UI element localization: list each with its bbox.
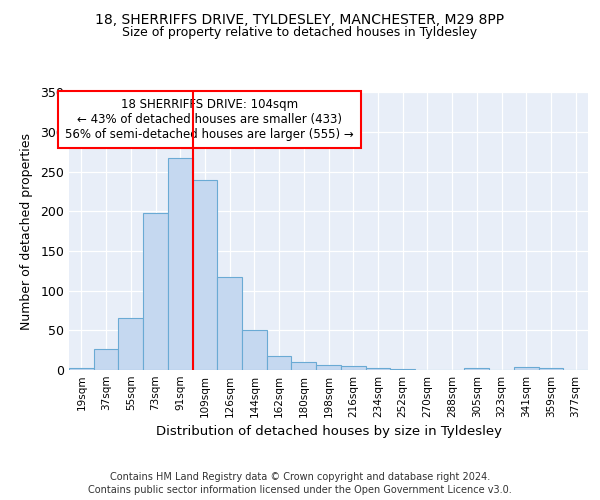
Bar bbox=[118, 318, 143, 370]
Text: 18 SHERRIFFS DRIVE: 104sqm
← 43% of detached houses are smaller (433)
56% of sem: 18 SHERRIFFS DRIVE: 104sqm ← 43% of deta… bbox=[65, 98, 353, 141]
Text: Contains HM Land Registry data © Crown copyright and database right 2024.: Contains HM Land Registry data © Crown c… bbox=[110, 472, 490, 482]
Text: 18, SHERRIFFS DRIVE, TYLDESLEY, MANCHESTER, M29 8PP: 18, SHERRIFFS DRIVE, TYLDESLEY, MANCHEST… bbox=[95, 12, 505, 26]
Bar bbox=[316, 365, 341, 370]
Bar bbox=[242, 330, 267, 370]
Bar bbox=[217, 277, 242, 370]
Bar bbox=[168, 158, 193, 370]
Bar bbox=[539, 368, 563, 370]
Bar bbox=[514, 367, 539, 370]
Text: Size of property relative to detached houses in Tyldesley: Size of property relative to detached ho… bbox=[122, 26, 478, 39]
Bar bbox=[143, 213, 168, 370]
Text: Contains public sector information licensed under the Open Government Licence v3: Contains public sector information licen… bbox=[88, 485, 512, 495]
Bar bbox=[365, 368, 390, 370]
Y-axis label: Number of detached properties: Number of detached properties bbox=[20, 132, 34, 330]
Bar bbox=[341, 366, 365, 370]
X-axis label: Distribution of detached houses by size in Tyldesley: Distribution of detached houses by size … bbox=[155, 426, 502, 438]
Bar bbox=[94, 348, 118, 370]
Bar bbox=[69, 368, 94, 370]
Bar bbox=[390, 369, 415, 370]
Bar bbox=[267, 356, 292, 370]
Bar bbox=[292, 362, 316, 370]
Bar bbox=[464, 368, 489, 370]
Bar bbox=[193, 180, 217, 370]
